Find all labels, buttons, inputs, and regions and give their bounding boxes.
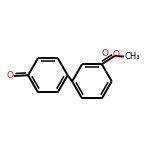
Text: O: O xyxy=(6,71,13,80)
Text: CH₃: CH₃ xyxy=(125,52,140,61)
Text: O: O xyxy=(112,50,119,59)
Text: O: O xyxy=(102,49,109,58)
